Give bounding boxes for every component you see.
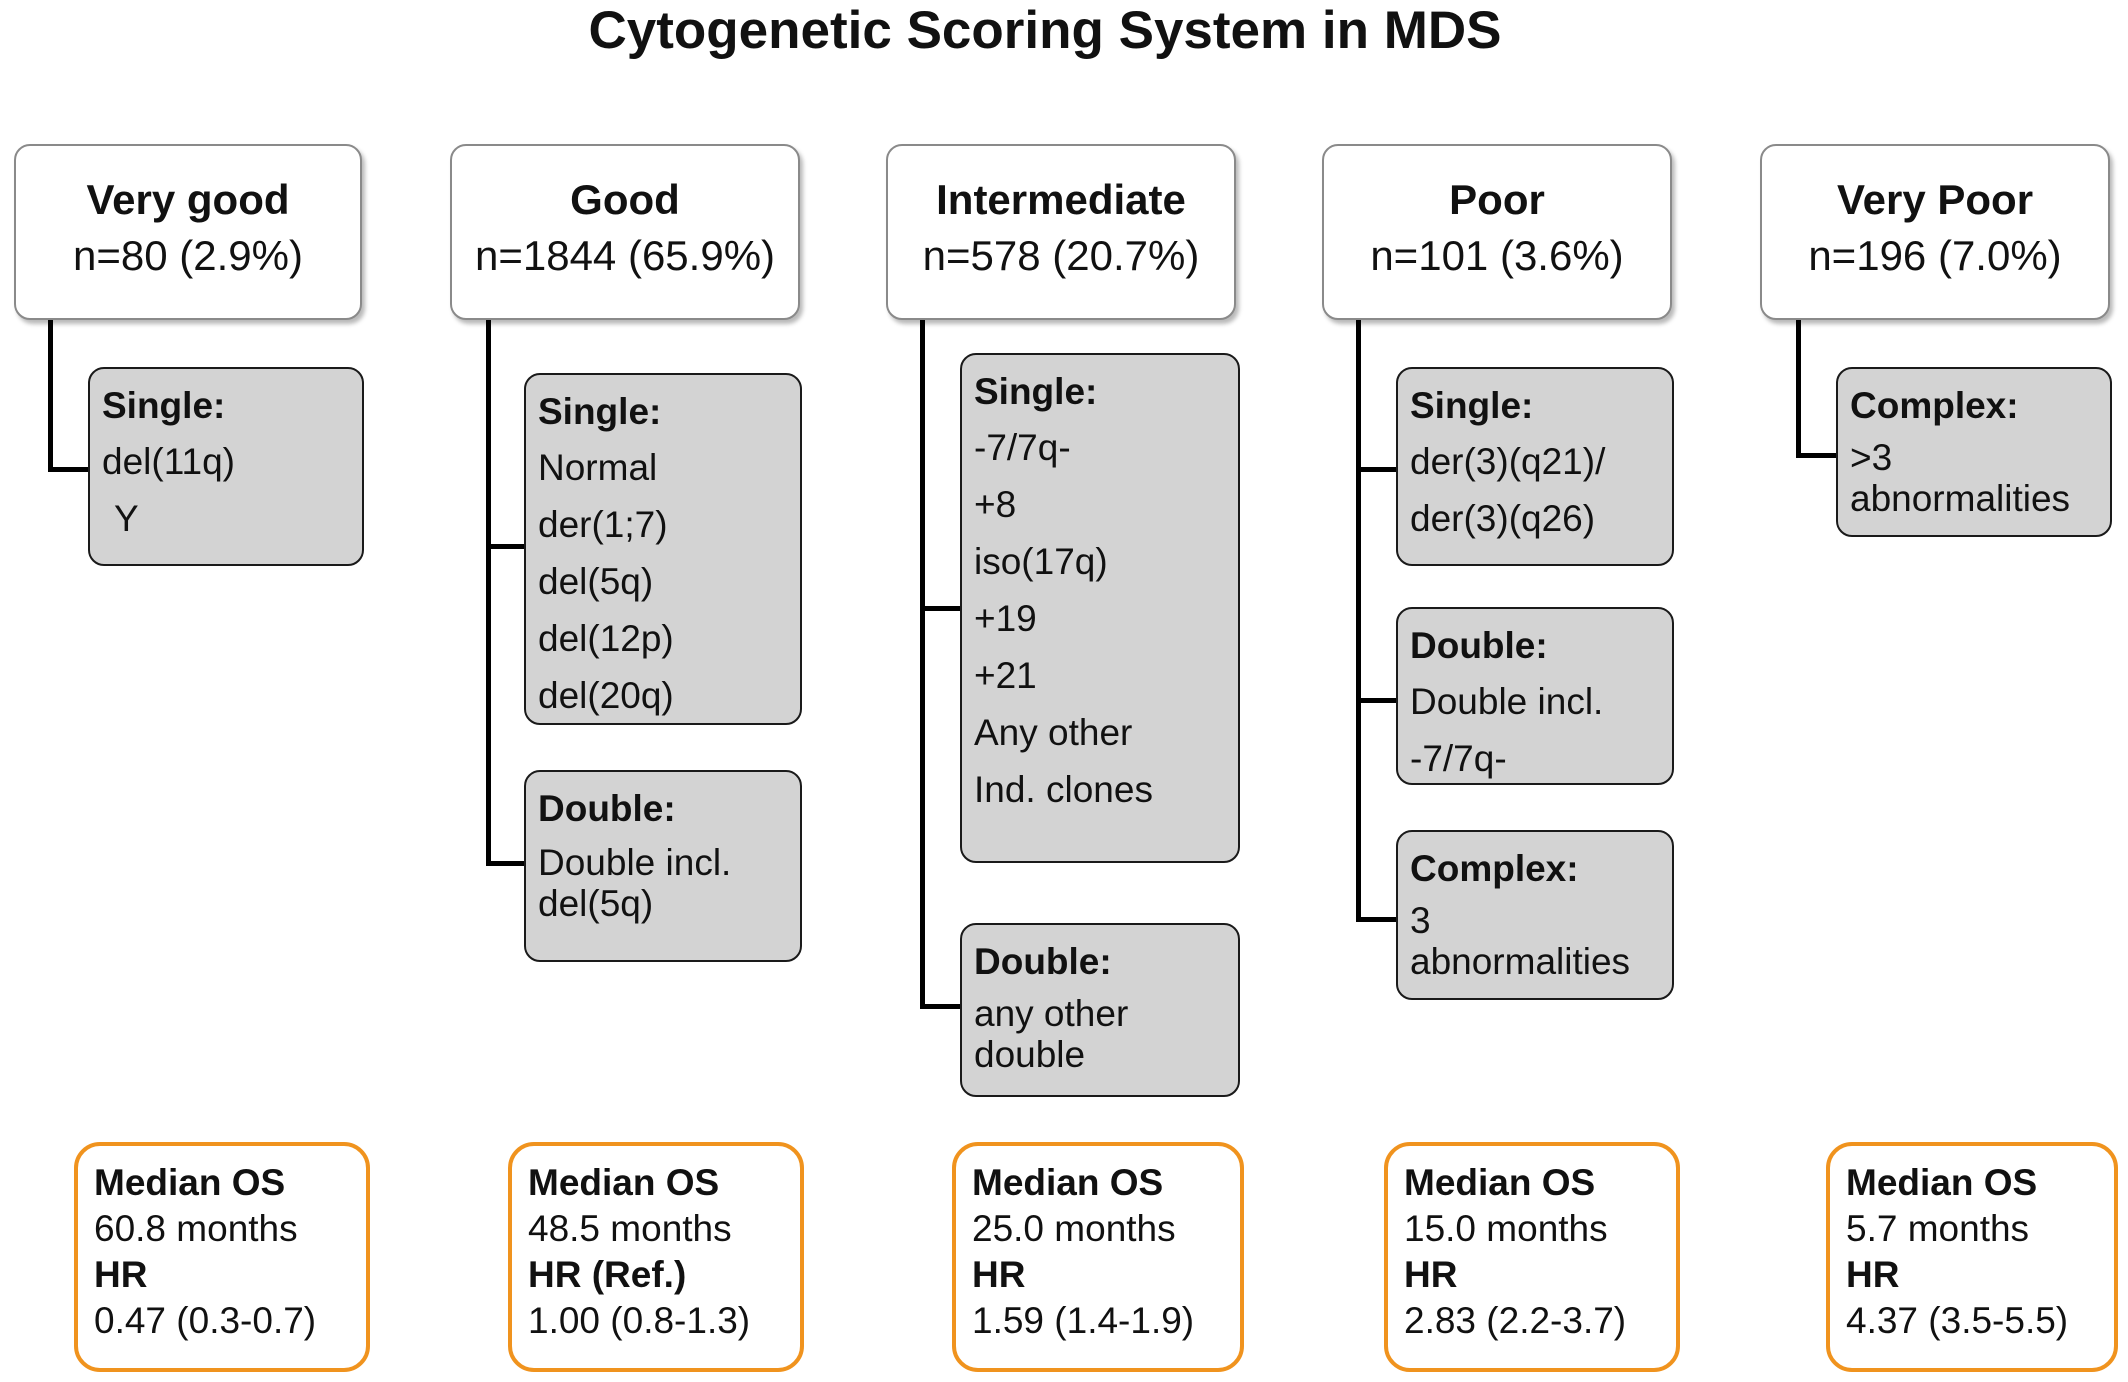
group-item: del(11q) bbox=[102, 441, 236, 482]
group-label: Complex: bbox=[1410, 848, 1579, 889]
category-header: Very Poor n=196 (7.0%) bbox=[1760, 144, 2110, 320]
hr-label: HR bbox=[972, 1254, 1026, 1295]
connector-line bbox=[486, 544, 526, 549]
os-label: Median OS bbox=[1404, 1162, 1596, 1203]
group-item: +8 bbox=[974, 484, 1017, 525]
group-item: der(1;7) bbox=[538, 504, 668, 545]
hr-value: 0.47 (0.3-0.7) bbox=[94, 1300, 317, 1341]
category-name: Very good bbox=[86, 176, 290, 223]
connector-line bbox=[1356, 320, 1361, 922]
connector-line bbox=[486, 861, 526, 866]
hr-value: 1.00 (0.8-1.3) bbox=[528, 1300, 751, 1341]
category-name: Good bbox=[570, 176, 680, 223]
connector-line bbox=[1356, 467, 1398, 472]
group-box-complex: Complex: 3 abnormalities bbox=[1396, 830, 1674, 1000]
group-item: Double incl. bbox=[538, 842, 732, 883]
group-item: -7/7q- bbox=[974, 427, 1071, 468]
group-label: Complex: bbox=[1850, 385, 2019, 426]
group-box-double: Double: any other double bbox=[960, 923, 1240, 1097]
os-months: 5.7 months bbox=[1846, 1208, 2030, 1249]
category-count: n=578 (20.7%) bbox=[922, 232, 1200, 280]
os-months: 48.5 months bbox=[528, 1208, 732, 1249]
connector-line bbox=[920, 320, 925, 1009]
category-name: Very Poor bbox=[1836, 176, 2034, 223]
os-label: Median OS bbox=[528, 1162, 720, 1203]
group-item: Double incl. bbox=[1410, 681, 1604, 722]
group-item: 3 bbox=[1410, 900, 1431, 941]
group-label: Double: bbox=[538, 788, 676, 829]
group-box-complex: Complex: >3 abnormalities bbox=[1836, 367, 2112, 537]
group-label: Double: bbox=[974, 941, 1112, 982]
category-name: Intermediate bbox=[936, 176, 1186, 223]
group-label: Single: bbox=[102, 385, 226, 426]
group-item: der(3)(q26) bbox=[1410, 498, 1596, 539]
group-item: Normal bbox=[538, 447, 658, 488]
group-box-single: Single: der(3)(q21)/ der(3)(q26) bbox=[1396, 367, 1674, 566]
hr-value: 4.37 (3.5-5.5) bbox=[1846, 1300, 2069, 1341]
median-os-box: Median OS 25.0 months HR 1.59 (1.4-1.9) bbox=[952, 1142, 1244, 1372]
connector-line bbox=[486, 320, 491, 866]
connector-line bbox=[48, 467, 90, 472]
connector-line bbox=[48, 320, 53, 472]
os-label: Median OS bbox=[94, 1162, 286, 1203]
group-box-single: Single: del(11q) Y bbox=[88, 367, 364, 566]
group-box-double: Double: Double incl. del(5q) bbox=[524, 770, 802, 962]
group-label: Single: bbox=[974, 371, 1098, 412]
category-count: n=1844 (65.9%) bbox=[474, 232, 776, 280]
group-item: -7/7q- bbox=[1410, 738, 1507, 779]
category-header: Poor n=101 (3.6%) bbox=[1322, 144, 1672, 320]
hr-value: 1.59 (1.4-1.9) bbox=[972, 1300, 1195, 1341]
group-item: +21 bbox=[974, 655, 1037, 696]
category-name: Poor bbox=[1449, 176, 1545, 223]
group-item: Y bbox=[114, 498, 139, 539]
os-months: 25.0 months bbox=[972, 1208, 1176, 1249]
group-item: del(5q) bbox=[538, 883, 654, 924]
group-label: Double: bbox=[1410, 625, 1548, 666]
hr-label: HR bbox=[1404, 1254, 1458, 1295]
group-box-single: Single: Normal der(1;7) del(5q) del(12p)… bbox=[524, 373, 802, 725]
hr-label: HR (Ref.) bbox=[528, 1254, 687, 1295]
connector-line bbox=[920, 1004, 962, 1009]
connector-line bbox=[1356, 917, 1398, 922]
hr-label: HR bbox=[1846, 1254, 1900, 1295]
group-item: Any other bbox=[974, 712, 1133, 753]
group-item: >3 bbox=[1850, 437, 1893, 478]
diagram-title: Cytogenetic Scoring System in MDS bbox=[588, 1, 1502, 60]
connector-line bbox=[1796, 320, 1801, 458]
category-count: n=80 (2.9%) bbox=[73, 232, 303, 280]
group-box-single: Single: -7/7q- +8 iso(17q) +19 +21 Any o… bbox=[960, 353, 1240, 863]
os-label: Median OS bbox=[972, 1162, 1164, 1203]
category-count: n=196 (7.0%) bbox=[1808, 232, 2062, 280]
category-header: Very good n=80 (2.9%) bbox=[14, 144, 362, 320]
median-os-box: Median OS 5.7 months HR 4.37 (3.5-5.5) bbox=[1826, 1142, 2118, 1372]
group-label: Single: bbox=[1410, 385, 1534, 426]
os-months: 60.8 months bbox=[94, 1208, 298, 1249]
category-header: Intermediate n=578 (20.7%) bbox=[886, 144, 1236, 320]
group-item: iso(17q) bbox=[974, 541, 1108, 582]
group-item: del(20q) bbox=[538, 675, 674, 716]
connector-line bbox=[920, 606, 962, 611]
group-box-double: Double: Double incl. -7/7q- bbox=[1396, 607, 1674, 785]
category-count: n=101 (3.6%) bbox=[1370, 232, 1624, 280]
os-label: Median OS bbox=[1846, 1162, 2038, 1203]
group-item: der(3)(q21)/ bbox=[1410, 441, 1606, 482]
connector-line bbox=[1796, 453, 1838, 458]
connector-line bbox=[1356, 698, 1398, 703]
median-os-box: Median OS 15.0 months HR 2.83 (2.2-3.7) bbox=[1384, 1142, 1680, 1372]
group-item: Ind. clones bbox=[974, 769, 1153, 810]
group-item: del(12p) bbox=[538, 618, 674, 659]
group-item: del(5q) bbox=[538, 561, 654, 602]
group-item: abnormalities bbox=[1410, 941, 1631, 982]
median-os-box: Median OS 60.8 months HR 0.47 (0.3-0.7) bbox=[74, 1142, 370, 1372]
median-os-box: Median OS 48.5 months HR (Ref.) 1.00 (0.… bbox=[508, 1142, 804, 1372]
group-item: any other bbox=[974, 993, 1129, 1034]
category-header: Good n=1844 (65.9%) bbox=[450, 144, 800, 320]
hr-value: 2.83 (2.2-3.7) bbox=[1404, 1300, 1627, 1341]
group-item: abnormalities bbox=[1850, 478, 2071, 519]
group-item: double bbox=[974, 1034, 1086, 1075]
os-months: 15.0 months bbox=[1404, 1208, 1608, 1249]
group-label: Single: bbox=[538, 391, 662, 432]
group-item: +19 bbox=[974, 598, 1037, 639]
hr-label: HR bbox=[94, 1254, 148, 1295]
